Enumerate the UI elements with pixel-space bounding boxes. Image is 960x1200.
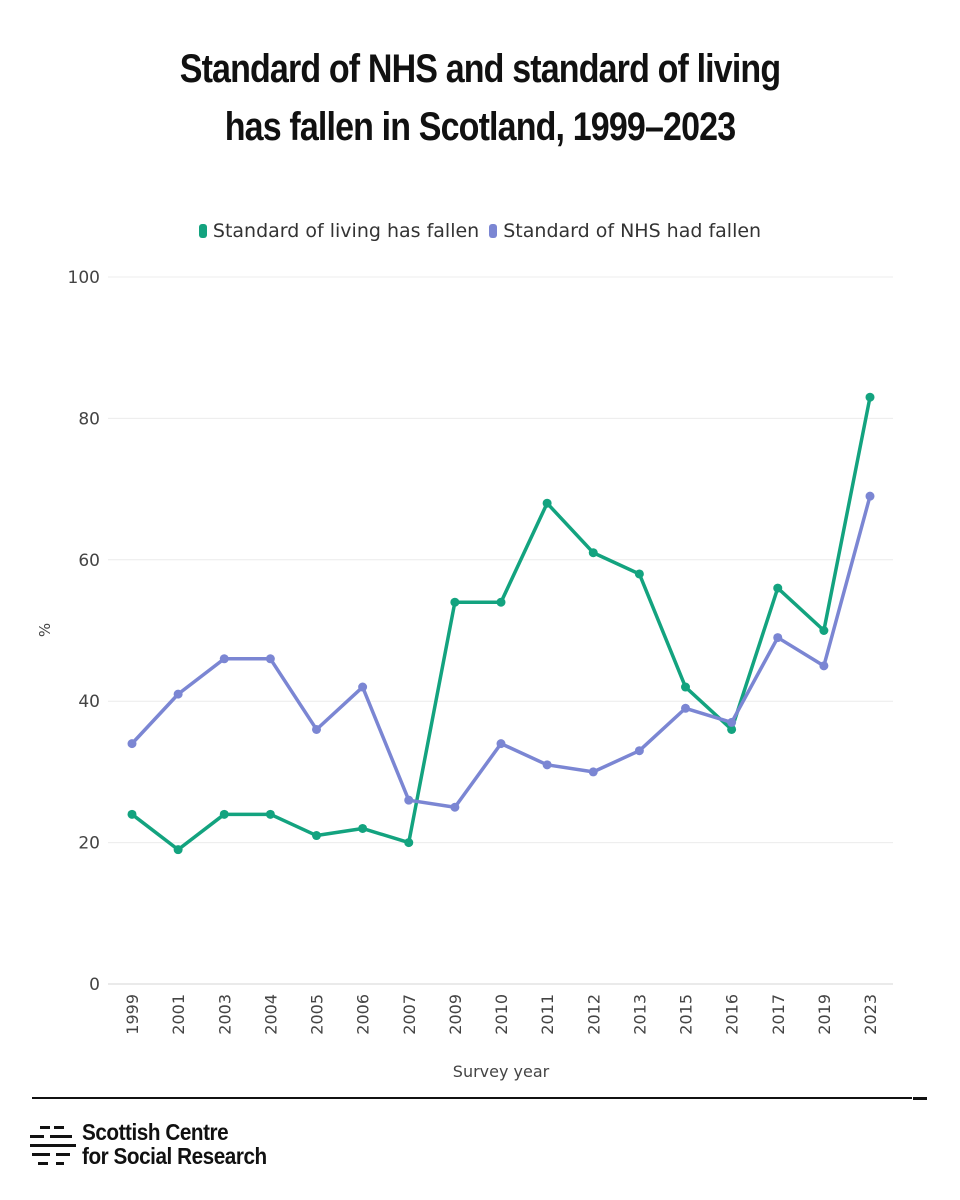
chart-title: Standard of NHS and standard of living h… [72,40,888,156]
data-point-s1-2009 [450,597,460,607]
data-point-s2-2016 [727,717,737,727]
data-point-s1-2006 [358,823,368,833]
x-tick-label-2023: 2023 [861,994,880,1035]
legend-swatch-nhs [489,224,498,238]
legend-swatch-living [198,224,207,238]
data-point-s1-2017 [773,583,783,593]
data-point-s1-2007 [404,838,414,848]
x-tick-label-2011: 2011 [538,994,557,1035]
data-point-s2-1999 [127,739,137,749]
y-tick-label-60: 60 [78,551,100,571]
legend-label-nhs: Standard of NHS had fallen [503,220,762,242]
x-tick-label-1999: 1999 [123,994,142,1035]
org-logo: Scottish Centre for Social Research [30,1120,287,1168]
x-tick-label-2010: 2010 [492,994,511,1035]
data-point-s2-2009 [450,802,460,812]
line-chart: 0 20 40 60 80 100 1999 2001 2003 2004 2005 2006 2007… [36,268,893,1081]
x-tick-label-2017: 2017 [769,994,788,1035]
x-tick-label-2009: 2009 [446,994,465,1035]
x-tick-label-2006: 2006 [354,994,373,1035]
data-point-s1-2015 [681,682,690,692]
data-point-s1-2003 [219,809,229,819]
data-point-s1-2023 [865,392,875,402]
legend-label-living: Standard of living has fallen [212,220,480,242]
y-tick-label-40: 40 [78,692,100,712]
x-axis-title: Survey year [453,1062,550,1081]
footer-divider [32,1097,912,1099]
data-point-s1-2010 [496,597,506,607]
data-point-s1-2004 [265,809,275,819]
org-name-line-1: Scottish Centre [82,1119,229,1145]
data-point-s2-2001 [173,689,183,699]
logo-dashes-icon [30,1126,76,1165]
footer-divider-dash [913,1097,927,1100]
y-tick-label-0: 0 [89,975,100,995]
data-point-s1-2013 [634,569,644,579]
data-point-s2-2003 [219,654,229,664]
x-tick-label-2013: 2013 [630,994,649,1035]
x-tick-label-2007: 2007 [400,994,419,1035]
data-point-s2-2004 [265,654,275,664]
series-line-2 [130,494,872,809]
data-point-s1-2005 [312,831,321,841]
chart-title-line-2: has fallen in Scotland, 1999–2023 [224,105,736,149]
series-line-1 [130,395,872,852]
x-tick-label-2016: 2016 [723,994,742,1035]
data-point-s1-2011 [542,498,552,508]
data-point-s2-2010 [496,739,506,749]
legend-item-living[interactable]: Standard of living has fallen [198,220,480,242]
y-axis-title: % [36,623,54,637]
data-point-s1-2016 [727,724,737,734]
data-point-s1-2001 [173,845,183,855]
x-tick-label-2004: 2004 [261,994,280,1035]
x-tick-label-2005: 2005 [308,994,327,1035]
data-point-s2-2013 [634,746,644,756]
y-tick-label-20: 20 [78,834,100,854]
x-tick-label-2003: 2003 [215,994,234,1035]
data-point-s1-2012 [588,548,598,558]
legend-item-nhs[interactable]: Standard of NHS had fallen [489,220,761,242]
data-point-s2-2015 [681,703,690,713]
data-point-s1-1999 [127,809,137,819]
data-point-s2-2017 [773,633,783,643]
x-tick-label-2019: 2019 [815,994,834,1035]
y-tick-label-80: 80 [78,409,100,429]
data-point-s2-2012 [588,767,598,777]
data-point-s2-2007 [404,795,414,805]
x-tick-label-2012: 2012 [584,994,603,1035]
data-point-s2-2005 [312,724,321,734]
data-point-s2-2019 [819,661,829,671]
data-point-s1-2019 [819,626,829,635]
org-name-line-2: for Social Research [82,1143,267,1169]
data-point-s2-2023 [865,491,875,501]
x-tick-label-2001: 2001 [169,994,188,1035]
y-tick-label-100: 100 [68,268,100,288]
data-point-s2-2006 [358,682,368,692]
x-tick-label-2015: 2015 [677,994,696,1035]
chart-legend: Standard of living has fallen Standard o… [0,220,960,243]
data-point-s2-2011 [542,760,552,770]
chart-title-line-1: Standard of NHS and standard of living [179,47,781,91]
